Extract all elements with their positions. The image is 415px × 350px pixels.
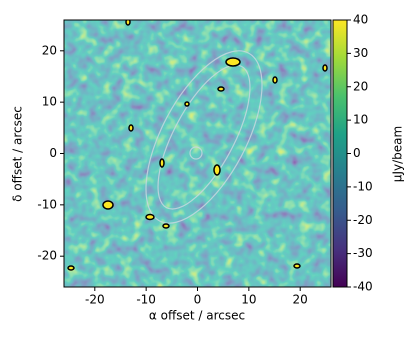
y-tick-label: -20 xyxy=(37,249,57,263)
x-tick-label: -10 xyxy=(136,293,156,307)
colorbar-tick-label: 10 xyxy=(353,113,368,127)
x-tick-label: 20 xyxy=(293,293,308,307)
x-tick-label: 10 xyxy=(241,293,256,307)
noise-map xyxy=(64,20,331,287)
contours xyxy=(67,20,328,271)
x-axis-label: α offset / arcsec xyxy=(149,309,245,323)
colorbar-tick-label: 20 xyxy=(353,79,368,93)
colorbar-tick-label: 40 xyxy=(353,13,368,27)
colorbar-label: μJy/beam xyxy=(391,126,405,182)
colorbar-tick-label: -10 xyxy=(353,179,373,193)
x-tick-label: 0 xyxy=(194,293,202,307)
colorbar-tick-label: 30 xyxy=(353,46,368,60)
y-tick-label: 0 xyxy=(49,146,57,160)
colorbar-tick-label: 0 xyxy=(353,146,361,160)
y-tick-label: 10 xyxy=(42,95,57,109)
y-tick-label: 20 xyxy=(42,43,57,57)
colorbar-tick-label: -40 xyxy=(353,280,373,294)
ellipses xyxy=(145,50,263,224)
image xyxy=(64,20,331,287)
colorbar-tick-label: -20 xyxy=(353,213,373,227)
y-axis-label: δ offset / arcsec xyxy=(11,106,25,202)
colorbar-tick-label: -30 xyxy=(353,246,373,260)
y-tick-label: -10 xyxy=(37,197,57,211)
x-tick-label: -20 xyxy=(85,293,105,307)
colorbar xyxy=(332,19,348,288)
